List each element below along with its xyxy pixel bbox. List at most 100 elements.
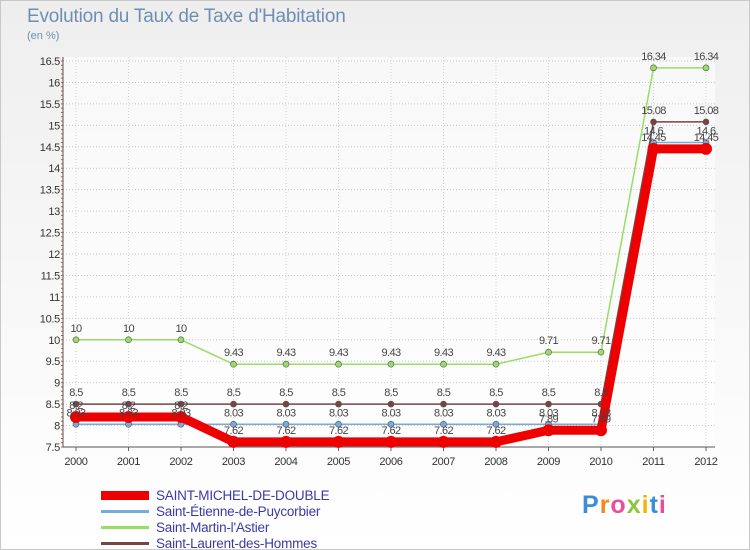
data-label-layer: 8.2 8.2 8.2 7.62 7.62 7.62 7.62 7.62 7.62 7.89 7.8… [66, 51, 719, 437]
data-label-saint-martin-l-astier: 9.43 [276, 347, 295, 359]
y-tick-label: 8.5 [46, 399, 61, 411]
data-label-saint-laurent-des-hommes: 8.5 [384, 387, 398, 399]
data-point-saint-etienne-de-puycorbier [387, 420, 395, 428]
y-axis-unit: (en %) [27, 30, 60, 42]
data-label-saint-michel-de-double: 7.62 [276, 425, 295, 437]
y-tick-label: 8 [54, 421, 60, 433]
data-label-saint-martin-l-astier: 9.43 [329, 347, 348, 359]
data-point-saint-etienne-de-puycorbier [492, 420, 500, 428]
data-label-saint-martin-l-astier: 10 [175, 323, 187, 335]
data-point-saint-laurent-des-hommes [282, 400, 290, 408]
data-point-saint-michel-de-double [227, 435, 240, 448]
data-point-saint-martin-l-astier [702, 64, 710, 72]
data-point-saint-michel-de-double [595, 424, 607, 437]
legend-item-saint-michel[interactable]: SAINT-MICHEL-DE-DOUBLE [101, 487, 330, 503]
data-label-saint-etienne-de-puycorbier: 8.03 [276, 407, 295, 419]
y-tick-label: 15 [48, 120, 60, 132]
logo-letter: t [649, 491, 659, 519]
data-point-saint-martin-l-astier [440, 360, 447, 368]
x-tick-label: 2002 [169, 456, 192, 468]
data-point-saint-michel-de-double [280, 435, 292, 448]
data-point-saint-laurent-des-hommes [72, 400, 80, 408]
y-tick-label: 7.5 [46, 442, 61, 454]
data-label-saint-etienne-de-puycorbier: 8.03 [486, 407, 505, 419]
data-point-saint-laurent-des-hommes [492, 400, 500, 408]
logo-letter: i [641, 491, 650, 519]
data-point-saint-michel-de-double [700, 142, 712, 155]
data-point-saint-etienne-de-puycorbier [440, 420, 447, 428]
data-label-saint-michel-de-double: 14.45 [694, 132, 719, 144]
x-tick-label: 2006 [379, 456, 402, 468]
legend-item-saint-etienne[interactable]: Saint-Étienne-de-Puycorbier [101, 503, 329, 519]
data-point-saint-laurent-des-hommes [545, 400, 552, 408]
data-label-saint-etienne-de-puycorbier: 8.03 [381, 407, 400, 419]
data-label-saint-etienne-de-puycorbier: 8.03 [434, 407, 453, 419]
legend-label: Saint-Laurent-des-Hommes [156, 535, 318, 550]
data-label-saint-martin-l-astier: 9.43 [224, 347, 243, 359]
legend-swatch [101, 509, 149, 513]
data-label-saint-laurent-des-hommes: 8.5 [542, 387, 556, 399]
x-tick-label: 2007 [432, 456, 455, 468]
data-label-saint-michel-de-double: 8.2 [69, 400, 83, 412]
legend-swatch [101, 490, 149, 500]
data-label-saint-etienne-de-puycorbier: 14.6 [644, 125, 663, 137]
data-label-saint-michel-de-double: 7.62 [224, 425, 243, 437]
data-point-saint-michel-de-double [542, 424, 555, 437]
y-tick-label: 9 [54, 378, 60, 390]
data-point-saint-martin-l-astier [387, 360, 395, 368]
data-label-saint-laurent-des-hommes: 8.5 [594, 387, 608, 399]
data-label-saint-etienne-de-puycorbier: 8.03 [66, 407, 85, 419]
data-label-saint-martin-l-astier: 9.71 [591, 335, 610, 347]
y-tick-label: 11.5 [41, 270, 61, 282]
y-tick-label: 12.5 [40, 228, 60, 240]
data-point-saint-laurent-des-hommes [125, 400, 132, 408]
data-point-saint-martin-l-astier [650, 64, 657, 72]
data-point-saint-michel-de-double [385, 435, 397, 448]
x-tick-label: 2008 [484, 456, 507, 468]
data-label-saint-martin-l-astier: 10 [123, 323, 135, 335]
logo-letter: i [658, 491, 667, 519]
data-point-saint-martin-l-astier [335, 360, 342, 368]
data-label-saint-laurent-des-hommes: 8.5 [69, 387, 83, 399]
x-tick-label: 2001 [117, 456, 140, 468]
data-label-saint-michel-de-double: 7.62 [486, 425, 505, 437]
data-label-saint-etienne-de-puycorbier: 8.03 [329, 407, 348, 419]
series-layer [70, 64, 712, 448]
data-point-saint-martin-l-astier [597, 348, 605, 356]
data-point-saint-laurent-des-hommes [387, 400, 395, 408]
legend-item-saint-laurent[interactable]: Saint-Laurent-des-Hommes [101, 535, 329, 550]
y-tick-label: 13 [48, 206, 60, 218]
data-label-saint-michel-de-double: 14.45 [641, 132, 666, 144]
data-label-saint-laurent-des-hommes: 8.5 [227, 387, 241, 399]
data-point-saint-michel-de-double [175, 410, 187, 423]
data-label-saint-martin-l-astier: 9.71 [539, 335, 558, 347]
data-point-saint-laurent-des-hommes [440, 400, 447, 408]
legend-item-saint-martin[interactable]: Saint-Martin-l'Astier [101, 519, 329, 535]
data-label-saint-michel-de-double: 7.89 [539, 413, 558, 425]
x-tick-label: 2003 [222, 456, 245, 468]
data-label-saint-etienne-de-puycorbier: 8.03 [224, 407, 243, 419]
axis-layer: 7.5 8 8.5 9 9.5 10 10.5 11 11.5 12 12.5 13 13.5 14 14.… [40, 56, 718, 468]
data-point-saint-martin-l-astier [177, 336, 185, 344]
legend-swatch [101, 525, 149, 529]
y-tick-label: 9.5 [46, 356, 61, 368]
y-tick-label: 14 [48, 163, 60, 175]
y-tick-label: 13.5 [40, 185, 60, 197]
data-label-saint-laurent-des-hommes: 8.5 [437, 387, 451, 399]
legend-swatch [101, 541, 149, 545]
data-label-saint-martin-l-astier: 9.43 [434, 347, 453, 359]
y-tick-label: 16.5 [40, 56, 60, 68]
data-point-saint-michel-de-double [647, 142, 660, 155]
data-label-saint-michel-de-double: 8.2 [174, 400, 188, 412]
data-point-saint-martin-l-astier [230, 360, 237, 368]
data-label-saint-michel-de-double: 7.62 [381, 425, 400, 437]
y-tick-label: 14.5 [40, 142, 60, 154]
data-label-saint-etienne-de-puycorbier: 8.03 [119, 407, 138, 419]
x-tick-label: 2012 [694, 456, 717, 468]
data-label-saint-etienne-de-puycorbier: 8.03 [539, 407, 558, 419]
legend-label: Saint-Étienne-de-Puycorbier [156, 503, 321, 519]
data-label-saint-laurent-des-hommes: 8.5 [332, 387, 346, 399]
data-label-saint-martin-l-astier: 16.34 [694, 51, 719, 63]
